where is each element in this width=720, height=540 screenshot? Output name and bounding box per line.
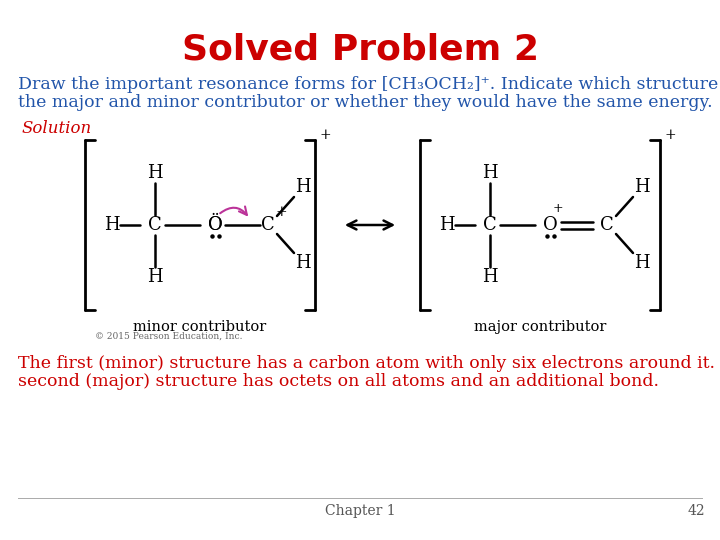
Text: H: H (482, 268, 498, 286)
Text: H: H (482, 164, 498, 182)
Text: C: C (483, 216, 497, 234)
Text: +: + (319, 128, 330, 142)
Text: H: H (104, 216, 120, 234)
Text: H: H (147, 268, 163, 286)
Text: O: O (207, 216, 222, 234)
Text: H: H (634, 254, 650, 272)
Text: C: C (261, 216, 275, 234)
Text: major contributor: major contributor (474, 320, 606, 334)
Text: O: O (543, 216, 557, 234)
Text: H: H (147, 164, 163, 182)
Text: +: + (553, 202, 563, 215)
Text: The first (minor) structure has a carbon atom with only six electrons around it.: The first (minor) structure has a carbon… (18, 355, 720, 372)
Text: Solution: Solution (22, 120, 92, 137)
Text: second (major) structure has octets on all atoms and an additional bond.: second (major) structure has octets on a… (18, 373, 659, 390)
Text: H: H (439, 216, 455, 234)
Text: C: C (148, 216, 162, 234)
Text: Solved Problem 2: Solved Problem 2 (181, 32, 539, 66)
Text: Chapter 1: Chapter 1 (325, 504, 395, 518)
Text: H: H (634, 178, 650, 196)
Text: the major and minor contributor or whether they would have the same energy.: the major and minor contributor or wheth… (18, 94, 713, 111)
Text: H: H (295, 178, 311, 196)
Text: C: C (600, 216, 614, 234)
Text: © 2015 Pearson Education, Inc.: © 2015 Pearson Education, Inc. (95, 332, 243, 341)
Text: Ö: Ö (207, 216, 222, 234)
Text: +: + (275, 205, 287, 219)
Text: Draw the important resonance forms for [CH₃OCH₂]⁺. Indicate which structure is: Draw the important resonance forms for [… (18, 76, 720, 93)
Text: 42: 42 (688, 504, 705, 518)
Text: minor contributor: minor contributor (133, 320, 266, 334)
Text: H: H (295, 254, 311, 272)
Text: +: + (664, 128, 676, 142)
FancyArrowPatch shape (220, 206, 247, 215)
